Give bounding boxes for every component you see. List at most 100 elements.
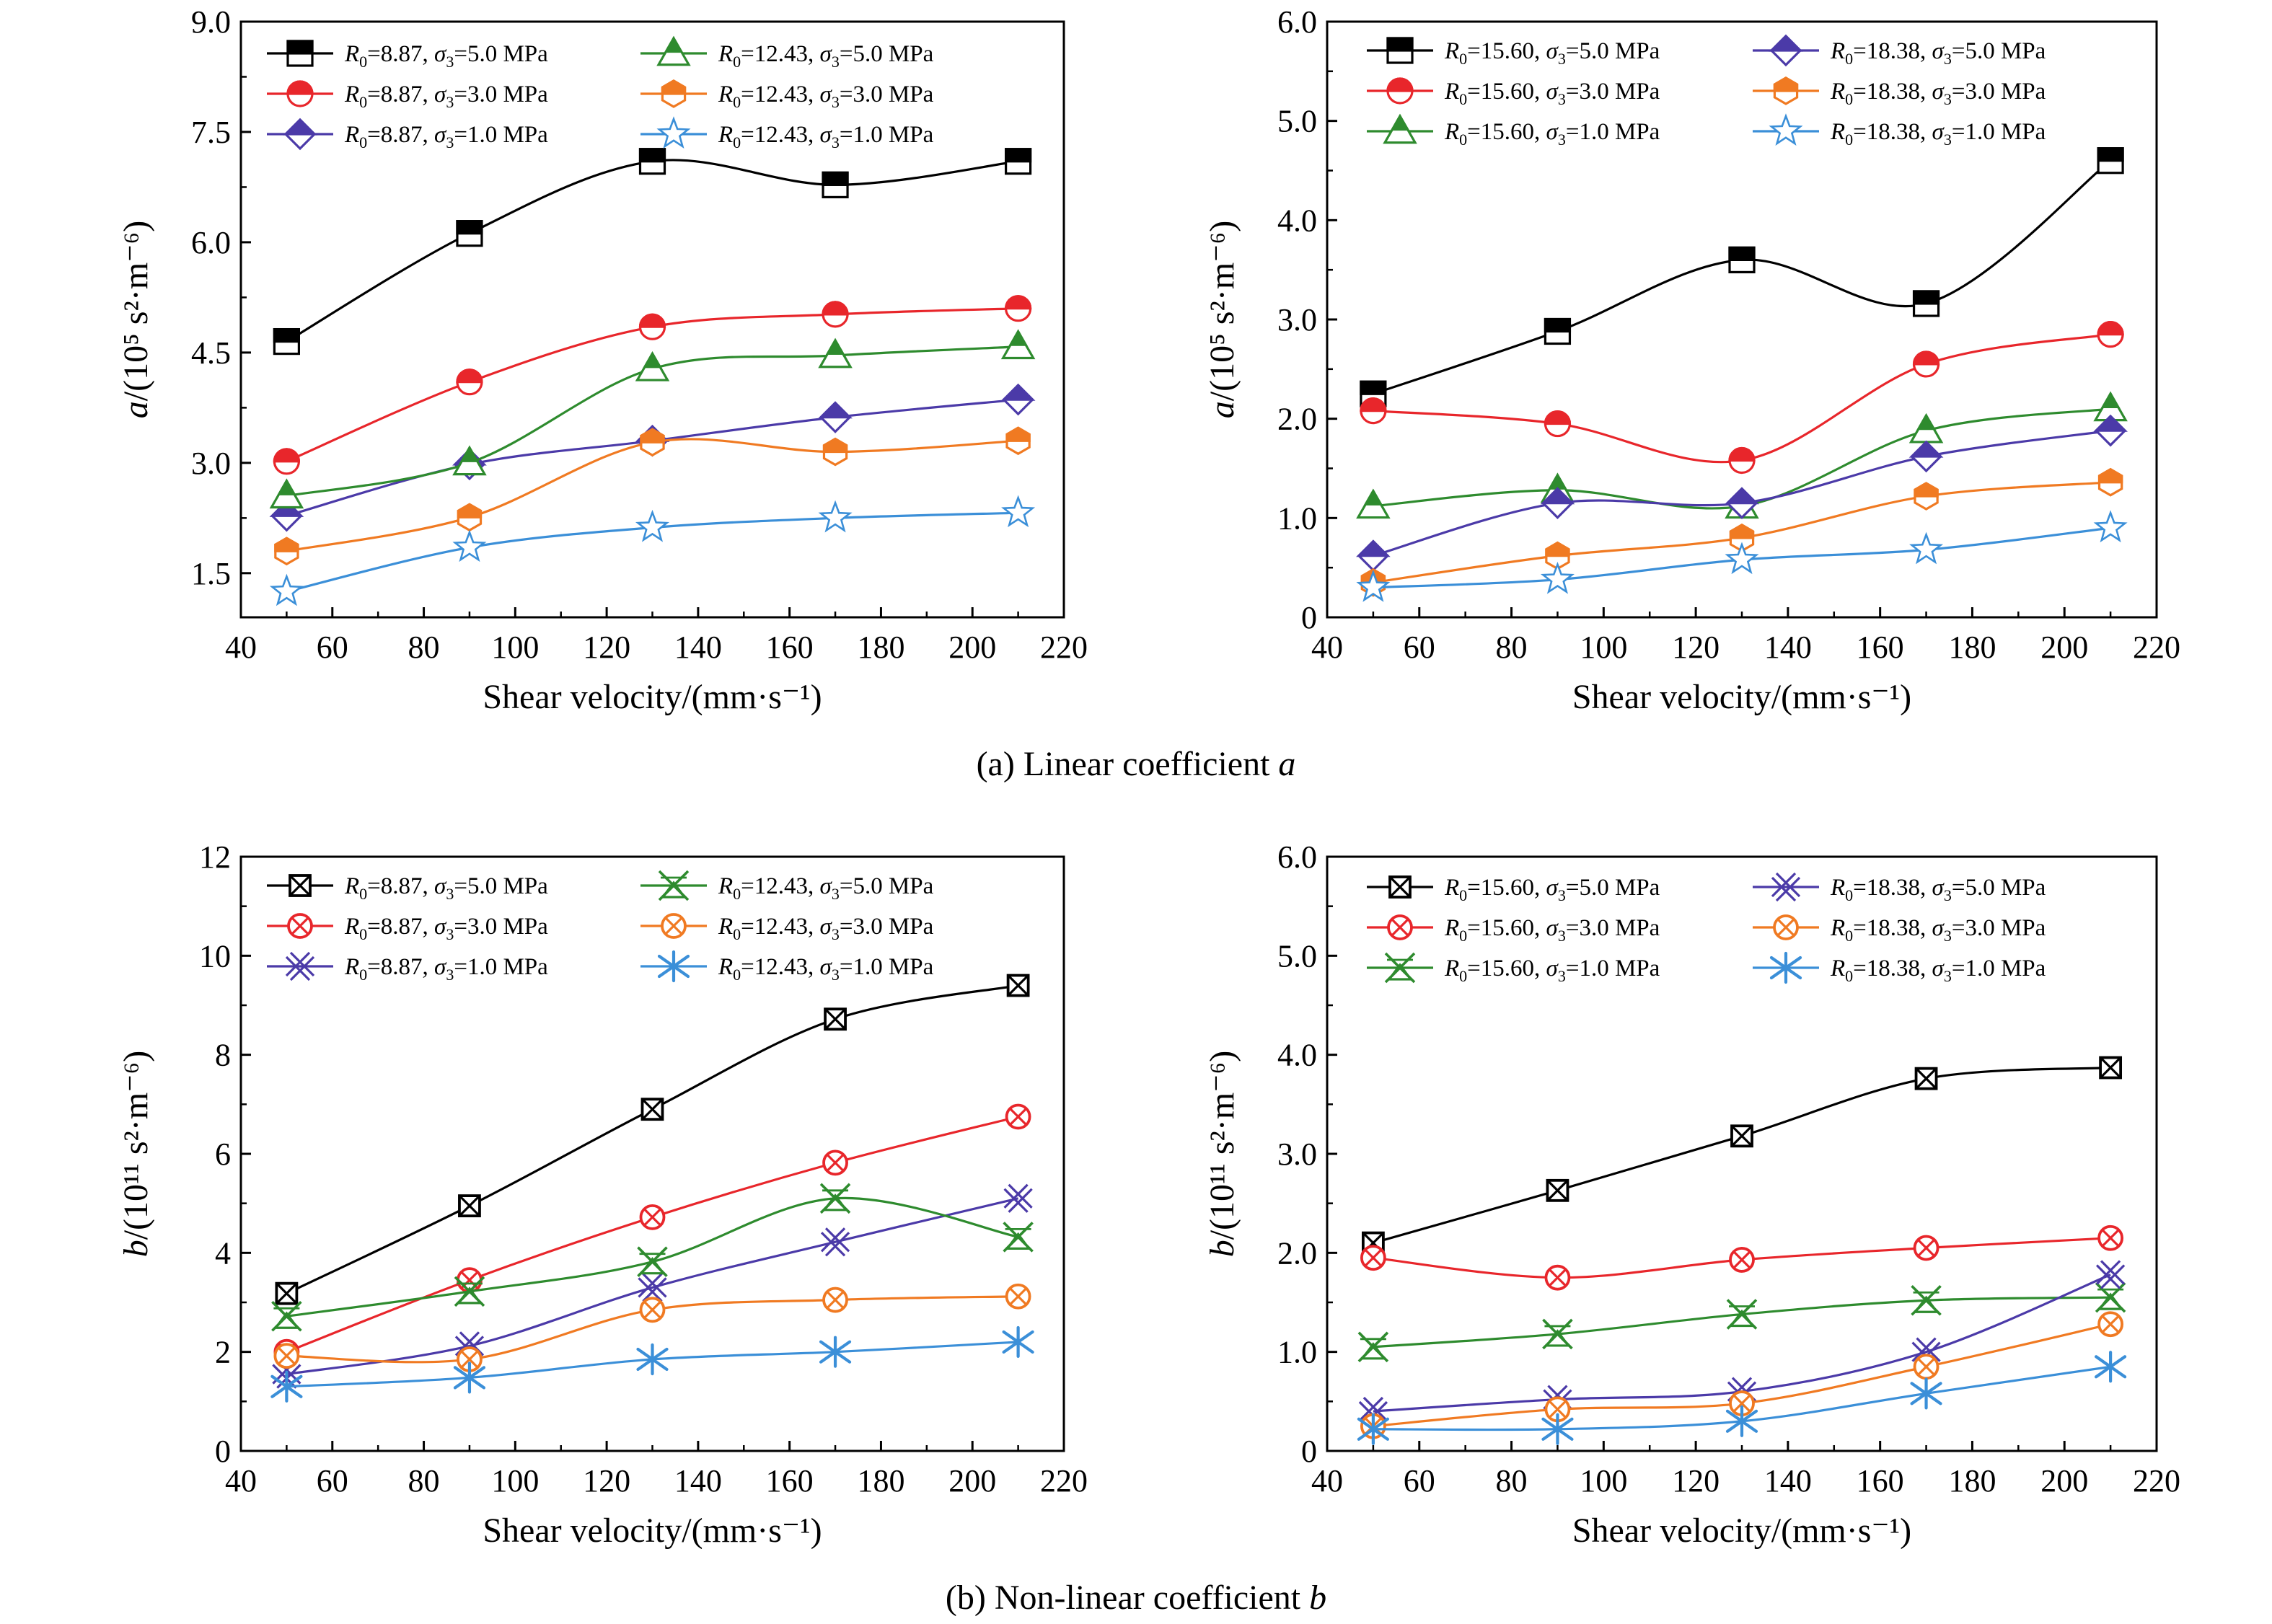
x-tick-label: 100 [1580, 630, 1627, 665]
series-2 [269, 383, 1036, 532]
x-tick-label: 180 [857, 630, 904, 665]
y-tick-label: 1.0 [1277, 500, 1317, 536]
data-point [1006, 974, 1030, 997]
series-2 [1357, 1281, 2126, 1363]
x-tick-label: 160 [766, 630, 814, 665]
series-0 [273, 148, 1032, 356]
data-point [1728, 246, 1756, 273]
caption-b-text: (b) Non-linear coefficient [945, 1579, 1310, 1617]
x-axis-label: Shear velocity/(mm·s⁻¹) [483, 1512, 822, 1550]
legend-label: R0=18.38, σ3=5.0 MPa [1830, 875, 2046, 904]
x-tick-label: 40 [1311, 1463, 1343, 1499]
x-tick-label: 140 [674, 1463, 722, 1499]
legend-label: R0=8.87, σ3=5.0 MPa [344, 873, 548, 903]
legend-marker [1769, 113, 1803, 146]
y-tick-label: 2.0 [1277, 402, 1317, 437]
data-point [822, 171, 849, 198]
data-point [1729, 1247, 1755, 1273]
data-point [1002, 1325, 1034, 1359]
data-point [1910, 1377, 1942, 1410]
series-line [286, 398, 1018, 517]
x-tick-label: 40 [225, 630, 257, 665]
y-axis-label: a/(10⁵ s²·m⁻⁶) [1203, 221, 1241, 419]
legend-entry: R0=18.38, σ3=3.0 MPa [1753, 914, 2046, 945]
legend-label: R0=12.43, σ3=3.0 MPa [718, 81, 934, 111]
legend-label: R0=18.38, σ3=1.0 MPa [1830, 956, 2046, 985]
data-point [1542, 1318, 1573, 1350]
data-point [822, 1149, 848, 1176]
data-point [2093, 414, 2128, 447]
y-tick-label: 0 [1301, 600, 1317, 635]
data-point [269, 500, 304, 532]
data-point [2097, 321, 2124, 348]
plot-frame [1326, 855, 2158, 1452]
data-point [453, 1362, 486, 1394]
series-5 [1356, 510, 2128, 602]
y-tick-label: 6.0 [191, 225, 231, 260]
data-point [273, 1343, 300, 1369]
legend-marker [1769, 951, 1802, 984]
data-point [1545, 541, 1570, 570]
y-tick-label: 1.0 [1277, 1335, 1317, 1370]
data-point [638, 1273, 667, 1302]
data-point [457, 503, 483, 532]
y-tick-label: 6.0 [1277, 839, 1317, 875]
data-point [456, 369, 483, 396]
chart-b-left: 40 60 80 100 120 140 160 180 200 220 0 2 4 6 8 10 12 Shea… [117, 839, 1088, 1550]
legend-label: R0=18.38, σ3=1.0 MPa [1830, 119, 2046, 149]
legend-label: R0=18.38, σ3=5.0 MPa [1830, 38, 2046, 68]
legend-entry: R0=18.38, σ3=3.0 MPa [1753, 76, 2046, 108]
data-point [273, 327, 300, 356]
legend-marker [1386, 77, 1414, 105]
data-point [1001, 495, 1036, 528]
legend-marker [286, 80, 314, 107]
y-tick-label: 7.5 [191, 115, 231, 150]
x-tick-label: 160 [1857, 630, 1904, 665]
data-point [1914, 482, 1939, 511]
data-point [1540, 561, 1575, 594]
legend-marker [657, 950, 690, 983]
data-point [272, 1359, 301, 1389]
data-point [452, 529, 487, 562]
legend-label: R0=15.60, σ3=1.0 MPa [1444, 119, 1660, 149]
x-tick-label: 200 [948, 1463, 996, 1499]
caption-a-text: (a) Linear coefficient [976, 745, 1279, 783]
x-tick-label: 60 [317, 630, 348, 665]
series-line [1373, 159, 2112, 395]
x-tick-label: 220 [1040, 1463, 1088, 1499]
legend-marker [1387, 914, 1413, 940]
legend-label: R0=8.87, σ3=1.0 MPa [344, 122, 548, 151]
data-point [2097, 1224, 2124, 1251]
legend-entry: R0=15.60, σ3=3.0 MPa [1367, 914, 1660, 945]
data-point [1005, 1103, 1031, 1130]
data-point [1730, 1124, 1753, 1148]
data-point [1544, 317, 1572, 345]
legend-entry: R0=18.38, σ3=5.0 MPa [1753, 872, 2046, 904]
x-tick-label: 180 [1948, 1463, 1996, 1499]
data-point [1914, 1067, 1938, 1090]
data-point [1003, 1183, 1033, 1213]
series-4 [273, 1283, 1031, 1372]
y-tick-label: 3.0 [1277, 302, 1317, 337]
data-point [269, 573, 304, 606]
legend-marker [286, 40, 314, 67]
series-1 [273, 1103, 1031, 1365]
legend-marker [1383, 113, 1417, 144]
y-tick-label: 12 [199, 839, 231, 875]
legend-entry: R0=12.43, σ3=3.0 MPa [640, 79, 934, 111]
data-point [1729, 524, 1755, 552]
y-tick-label: 9.0 [191, 4, 231, 40]
data-point [1728, 446, 1756, 475]
legend-marker [289, 874, 312, 897]
series-1 [1360, 1224, 2124, 1291]
y-tick-label: 2.0 [1277, 1235, 1317, 1271]
x-tick-label: 100 [491, 630, 539, 665]
data-point [1005, 426, 1031, 456]
data-point [1912, 290, 1940, 317]
data-point [824, 1007, 847, 1031]
legend-label: R0=8.87, σ3=3.0 MPa [344, 914, 548, 943]
x-tick-label: 120 [1672, 630, 1720, 665]
series-5 [270, 1325, 1034, 1403]
series-1 [273, 295, 1032, 475]
data-point [1540, 487, 1575, 519]
